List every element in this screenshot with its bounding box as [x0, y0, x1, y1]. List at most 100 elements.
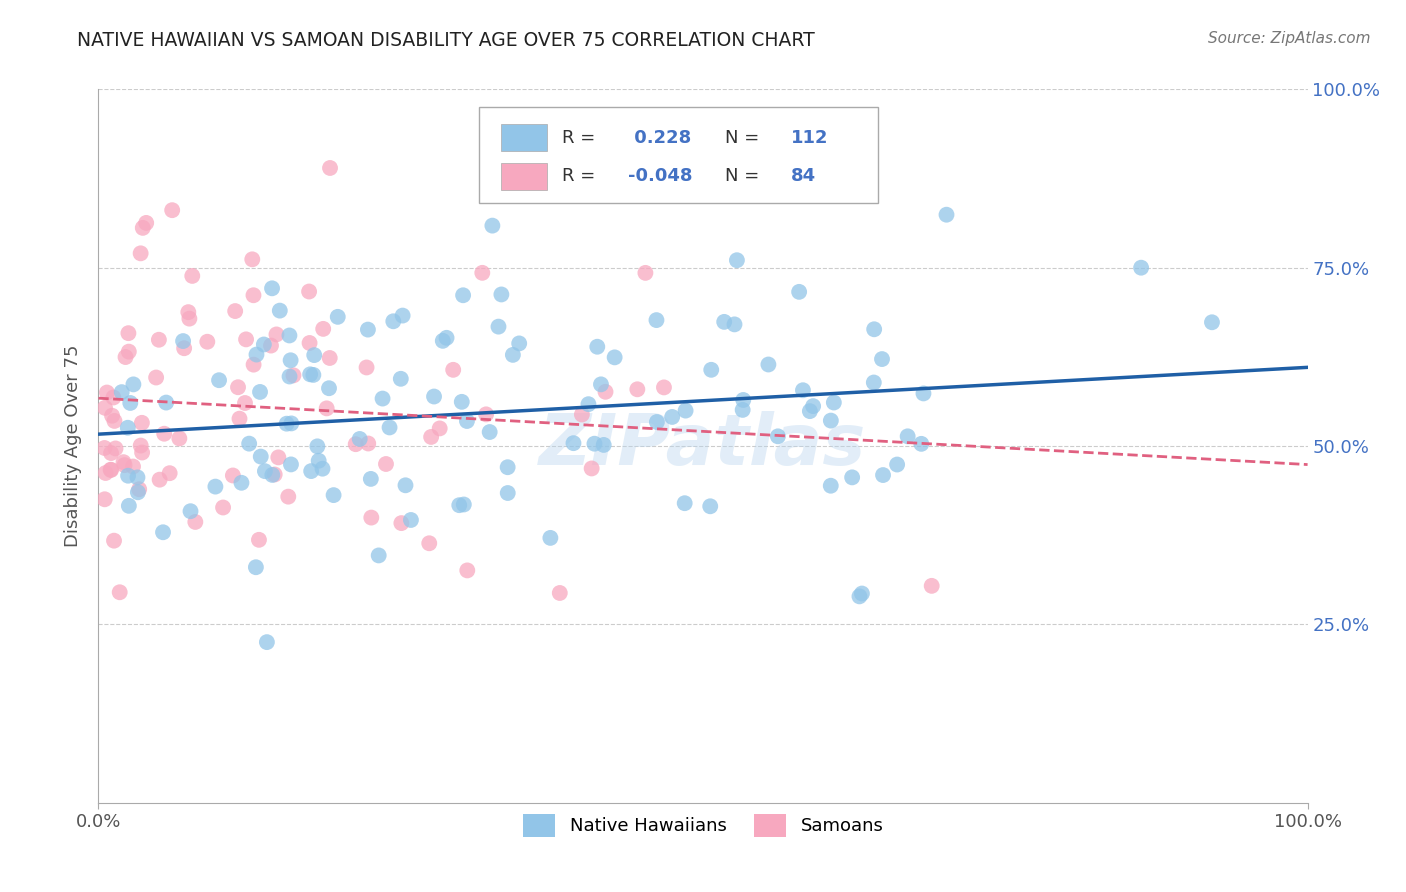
Text: Source: ZipAtlas.com: Source: ZipAtlas.com [1208, 31, 1371, 46]
Native Hawaiians [872, 468, 894, 483]
Native Hawaiians [766, 429, 789, 443]
Samoans [228, 411, 250, 425]
Native Hawaiians [367, 549, 389, 563]
Samoans [315, 401, 337, 416]
Samoans [114, 350, 136, 364]
Samoans [247, 533, 270, 547]
Samoans [222, 468, 245, 483]
Native Hawaiians [245, 560, 267, 574]
Native Hawaiians [180, 504, 202, 518]
Native Hawaiians [792, 383, 814, 397]
Native Hawaiians [863, 322, 886, 336]
Samoans [131, 445, 153, 459]
Samoans [122, 459, 145, 474]
Samoans [360, 510, 382, 524]
Native Hawaiians [723, 318, 745, 332]
Samoans [195, 334, 218, 349]
Samoans [298, 285, 321, 299]
Native Hawaiians [886, 458, 908, 472]
Samoans [389, 516, 412, 530]
Samoans [420, 430, 443, 444]
Native Hawaiians [713, 315, 735, 329]
FancyBboxPatch shape [501, 163, 547, 190]
Native Hawaiians [787, 285, 810, 299]
Samoans [266, 327, 288, 342]
Native Hawaiians [478, 425, 501, 439]
Native Hawaiians [592, 438, 614, 452]
Samoans [173, 341, 195, 355]
Samoans [277, 490, 299, 504]
Native Hawaiians [699, 500, 721, 514]
Native Hawaiians [862, 376, 884, 390]
Samoans [242, 358, 264, 372]
Native Hawaiians [731, 403, 754, 417]
Text: 0.228: 0.228 [628, 128, 692, 147]
Samoans [135, 216, 157, 230]
Native Hawaiians [562, 436, 585, 450]
Native Hawaiians [326, 310, 349, 324]
Native Hawaiians [360, 472, 382, 486]
Samoans [181, 268, 204, 283]
Native Hawaiians [645, 313, 668, 327]
Native Hawaiians [122, 377, 145, 392]
Text: R =: R = [561, 168, 600, 186]
Native Hawaiians [231, 475, 253, 490]
Native Hawaiians [276, 417, 298, 431]
Samoans [169, 431, 191, 445]
Samoans [112, 455, 135, 469]
Native Hawaiians [260, 281, 283, 295]
Samoans [132, 220, 155, 235]
Samoans [357, 436, 380, 450]
Native Hawaiians [823, 395, 845, 409]
Native Hawaiians [910, 437, 932, 451]
Native Hawaiians [851, 586, 873, 600]
Native Hawaiians [897, 429, 920, 443]
Samoans [184, 515, 207, 529]
Native Hawaiians [645, 415, 668, 429]
Native Hawaiians [1130, 260, 1153, 275]
Native Hawaiians [238, 436, 260, 450]
Samoans [235, 332, 257, 346]
Native Hawaiians [357, 323, 380, 337]
Native Hawaiians [311, 461, 333, 475]
Native Hawaiians [820, 414, 842, 428]
Samoans [319, 161, 342, 175]
Native Hawaiians [423, 390, 446, 404]
Samoans [177, 305, 200, 319]
Text: N =: N = [724, 128, 765, 147]
Native Hawaiians [382, 314, 405, 328]
Samoans [129, 246, 152, 260]
Native Hawaiians [488, 319, 510, 334]
Samoans [153, 426, 176, 441]
Text: 112: 112 [792, 128, 828, 147]
Samoans [375, 457, 398, 471]
Native Hawaiians [586, 340, 609, 354]
Native Hawaiians [733, 392, 755, 407]
Native Hawaiians [378, 420, 401, 434]
Samoans [441, 363, 464, 377]
Native Hawaiians [307, 439, 329, 453]
Samoans [456, 563, 478, 577]
Samoans [652, 380, 675, 394]
Text: N =: N = [724, 168, 765, 186]
Legend: Native Hawaiians, Samoans: Native Hawaiians, Samoans [516, 807, 890, 844]
Samoans [103, 414, 125, 428]
Native Hawaiians [603, 351, 626, 365]
Native Hawaiians [302, 348, 325, 362]
Samoans [267, 450, 290, 465]
Native Hawaiians [318, 381, 340, 395]
Native Hawaiians [269, 303, 291, 318]
Samoans [148, 333, 170, 347]
Samoans [283, 368, 305, 383]
Native Hawaiians [700, 363, 723, 377]
Native Hawaiians [450, 394, 472, 409]
Native Hawaiians [848, 590, 870, 604]
Samoans [96, 385, 118, 400]
Native Hawaiians [118, 499, 141, 513]
Samoans [100, 463, 122, 477]
Native Hawaiians [491, 287, 513, 301]
Samoans [104, 442, 127, 456]
Native Hawaiians [278, 369, 301, 384]
Native Hawaiians [389, 372, 412, 386]
Native Hawaiians [436, 331, 458, 345]
